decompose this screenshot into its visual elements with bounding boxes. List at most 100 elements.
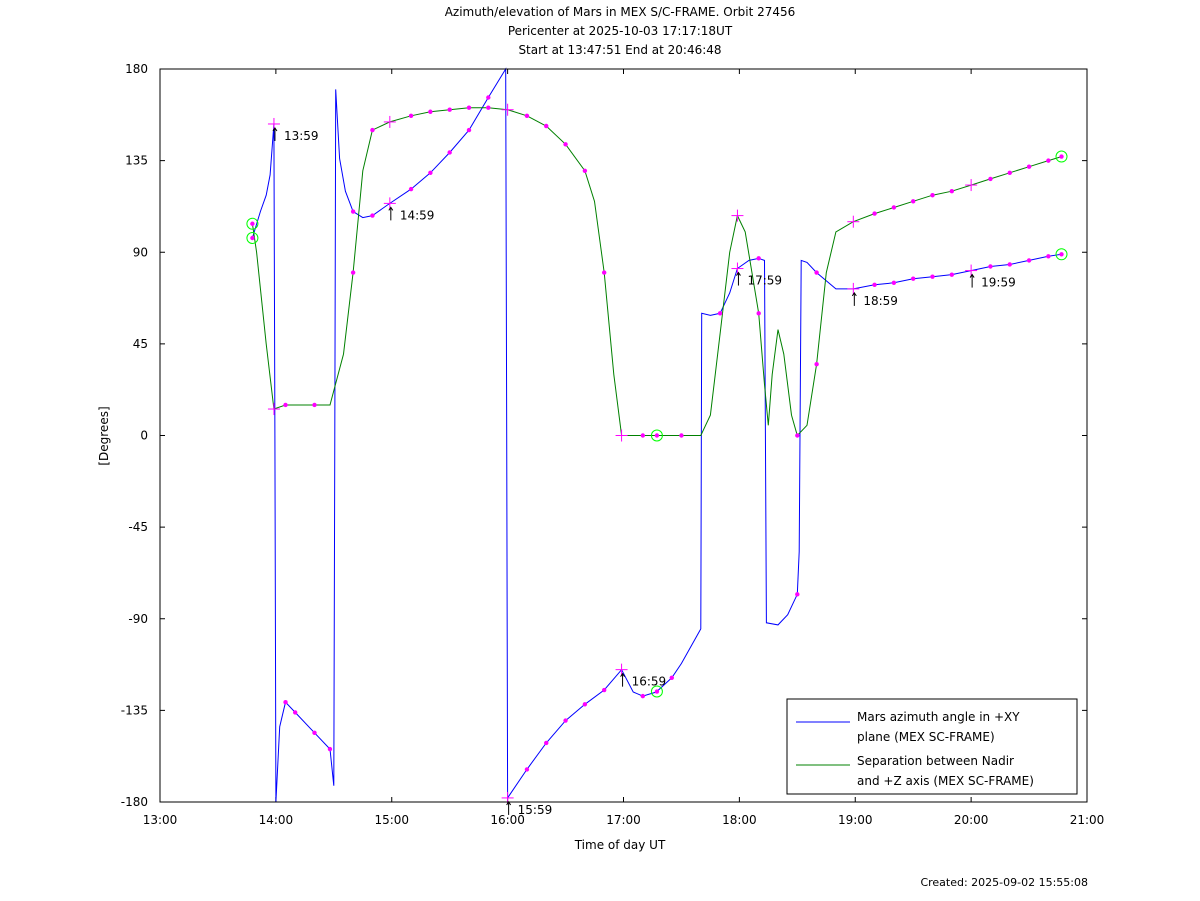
azimuth-point	[1046, 254, 1051, 259]
y-tick-label: -90	[128, 612, 148, 626]
separation-event-point	[250, 221, 255, 226]
y-tick-label: 135	[125, 154, 148, 168]
azimuth-event-point	[1059, 252, 1064, 257]
azimuth-hour-marker	[383, 197, 396, 210]
chart-title: Azimuth/elevation of Mars in MEX S/C-FRA…	[444, 5, 796, 19]
time-label-arrowhead	[388, 206, 394, 211]
separation-point	[1026, 164, 1032, 169]
separation-point	[544, 123, 549, 129]
y-tick-labels: 180 135 90 45 0 -45 -90 -135 -180	[121, 62, 148, 809]
azimuth-hour-marker	[267, 117, 280, 130]
separation-point	[988, 176, 993, 182]
separation-hour-marker	[965, 179, 978, 192]
time-label-arrowhead	[969, 273, 975, 278]
legend-box	[786, 698, 1078, 795]
azimuth-hour-marker	[965, 264, 978, 277]
time-label-arrowhead	[272, 127, 278, 132]
y-tick-label: -180	[121, 795, 148, 809]
separation-hour-marker	[267, 403, 280, 416]
azimuth-point	[408, 186, 414, 192]
time-label-arrowhead	[736, 271, 741, 276]
azimuth-point	[669, 675, 674, 680]
separation-event-point	[654, 433, 660, 438]
time-label-text: 16:59	[632, 675, 667, 689]
separation-point	[601, 270, 607, 275]
azimuth-point	[447, 150, 452, 155]
legend-azimuth-line2: plane (MEX SC-FRAME)	[857, 730, 995, 744]
azimuth-point	[350, 209, 356, 214]
separation-point	[524, 113, 530, 119]
separation-point	[582, 168, 588, 174]
time-label: 17:59	[736, 271, 782, 288]
separation-point	[679, 433, 684, 438]
x-tick-label: 19:00	[838, 813, 873, 827]
x-tick-labels: 13:00 14:00 15:00 16:00 17:00 18:00 19:00 20:00…	[143, 813, 1105, 827]
time-label: 13:59	[272, 127, 319, 143]
separation-point	[408, 113, 414, 119]
azimuth-point	[891, 280, 897, 285]
x-tick-label: 20:00	[954, 813, 989, 827]
separation-hour-marker	[731, 209, 744, 222]
azimuth-point	[601, 687, 607, 693]
legend: Mars azimuth angle in +XY plane (MEX SC-…	[786, 698, 1078, 795]
azimuth-event-circle	[650, 685, 663, 698]
x-axis-label: Time of day UT	[574, 838, 666, 852]
separation-point	[640, 433, 646, 438]
x-tick-label: 16:00	[490, 813, 525, 827]
series-lines	[251, 67, 1062, 803]
azimuth-point	[910, 276, 916, 281]
created-timestamp: Created: 2025-09-02 15:55:08	[920, 876, 1088, 889]
separation-point	[370, 127, 375, 133]
azimuth-point	[327, 746, 333, 752]
y-tick-label: 0	[140, 429, 148, 443]
x-tick-label: 14:00	[259, 813, 294, 827]
separation-point	[486, 105, 491, 110]
separation-point	[949, 188, 955, 194]
azimuth-point	[370, 213, 375, 218]
azimuth-event-point	[654, 689, 660, 694]
azimuth-point	[795, 592, 800, 597]
separation-point	[563, 142, 568, 147]
separation-point	[1007, 170, 1012, 176]
separation-point	[891, 205, 897, 210]
time-label-text: 17:59	[747, 274, 782, 288]
azimuth-event-point	[250, 235, 255, 241]
y-tick-label: 45	[133, 337, 148, 351]
x-tick-label: 18:00	[722, 813, 757, 827]
separation-hour-marker	[615, 429, 628, 442]
azimuth-point	[486, 95, 491, 100]
azimuth-point	[872, 282, 877, 288]
azimuth-point	[1007, 262, 1012, 267]
separation-hour-marker	[847, 215, 860, 228]
azimuth-point	[544, 740, 549, 746]
azimuth-point	[988, 264, 993, 269]
time-label: 15:59	[506, 801, 553, 817]
separation-point	[350, 270, 356, 275]
time-label-text: 15:59	[518, 803, 553, 817]
x-tick-label: 17:00	[606, 813, 641, 827]
time-label-text: 13:59	[284, 129, 319, 143]
separation-point	[930, 193, 935, 198]
y-tick-label: -135	[121, 703, 148, 717]
separation-point	[283, 402, 288, 408]
separation-hour-marker	[501, 103, 514, 116]
start-end-line: Start at 13:47:51 End at 20:46:48	[518, 43, 722, 57]
x-tick-label: 21:00	[1070, 813, 1105, 827]
azimuth-point	[1026, 258, 1032, 263]
separation-point	[814, 362, 819, 367]
separation-point	[466, 105, 472, 110]
time-label: 18:59	[851, 291, 898, 308]
separation-point	[447, 107, 452, 112]
separation-point	[1046, 158, 1051, 163]
time-label-arrowhead	[620, 672, 625, 677]
time-label: 19:59	[969, 273, 1016, 290]
time-label-text: 18:59	[863, 294, 898, 308]
azimuth-point	[563, 718, 568, 723]
separation-point	[795, 433, 800, 438]
time-labels: 13:59 14:59 15:59 16:59 17:59 18:59 19:59	[272, 127, 1016, 817]
separation-point	[428, 109, 433, 114]
azimuth-point	[640, 693, 646, 699]
time-label: 14:59	[388, 206, 434, 222]
legend-azimuth-line1: Mars azimuth angle in +XY	[857, 710, 1020, 724]
